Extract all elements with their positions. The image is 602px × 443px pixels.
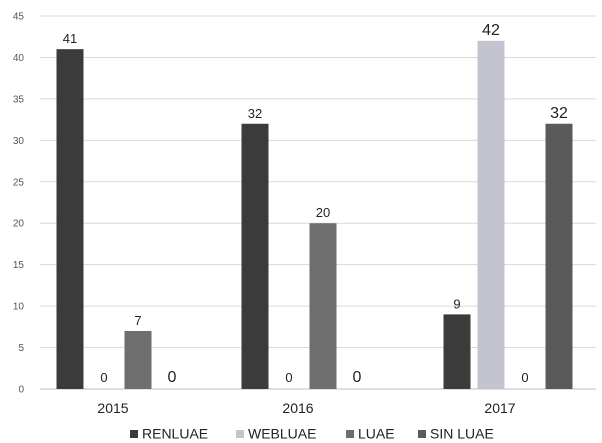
data-label: 0 <box>100 370 107 385</box>
category-label: 2016 <box>282 400 313 416</box>
legend-label: WEBLUAE <box>248 426 316 442</box>
y-tick-label: 40 <box>13 53 25 64</box>
data-label: 0 <box>353 369 362 386</box>
y-tick-label: 0 <box>18 385 24 396</box>
legend-label: SIN LUAE <box>430 426 494 442</box>
data-label: 7 <box>134 313 141 328</box>
bar-renluae-2017 <box>443 314 471 389</box>
legend-swatch <box>130 430 138 438</box>
y-tick-label: 35 <box>13 94 25 105</box>
y-tick-label: 30 <box>13 136 25 147</box>
data-label: 0 <box>521 370 528 385</box>
data-label: 20 <box>316 205 330 220</box>
y-tick-label: 20 <box>13 219 25 230</box>
data-label: 0 <box>285 370 292 385</box>
x-axis-categories: 2015 2016 2017 <box>97 400 515 416</box>
legend-swatch <box>236 430 244 438</box>
category-label: 2015 <box>97 400 128 416</box>
bar-renluae-2016 <box>241 123 269 389</box>
data-label: 32 <box>550 105 568 122</box>
y-axis-ticks: 0 5 10 15 20 25 30 35 40 45 <box>13 12 25 396</box>
data-label: 9 <box>453 296 460 311</box>
y-tick-label: 15 <box>13 260 25 271</box>
y-tick-label: 5 <box>18 343 24 354</box>
legend: RENLUAE WEBLUAE LUAE SIN LUAE <box>130 426 494 442</box>
category-label: 2017 <box>484 400 515 416</box>
data-label: 42 <box>482 22 500 39</box>
legend-swatch <box>346 430 354 438</box>
y-tick-label: 45 <box>13 12 25 23</box>
data-label: 0 <box>168 369 177 386</box>
legend-label: RENLUAE <box>142 426 208 442</box>
bar-renluae-2015 <box>56 49 84 390</box>
legend-swatch <box>418 430 426 438</box>
bar-luae-2015 <box>124 330 152 389</box>
data-label: 41 <box>63 31 77 46</box>
y-tick-label: 10 <box>13 302 25 313</box>
data-label: 32 <box>248 106 262 121</box>
data-labels: 41 0 7 0 32 0 20 0 9 42 0 32 <box>63 22 568 386</box>
y-tick-label: 25 <box>13 177 25 188</box>
bars <box>56 40 573 390</box>
bar-sin-luae-2017 <box>545 123 573 389</box>
bar-webluae-2017 <box>477 40 505 389</box>
bar-luae-2016 <box>309 223 337 389</box>
legend-label: LUAE <box>358 426 395 442</box>
